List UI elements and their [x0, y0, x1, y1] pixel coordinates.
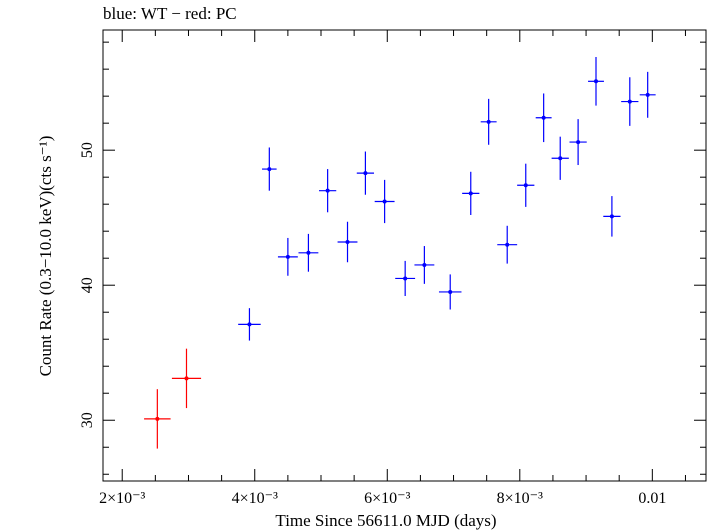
data-point — [462, 171, 480, 215]
data-marker — [403, 276, 408, 281]
data-points — [144, 57, 656, 449]
data-marker — [306, 250, 311, 255]
data-point — [535, 93, 552, 143]
y-tick-label: 40 — [79, 277, 96, 293]
data-marker — [645, 92, 650, 97]
data-marker — [523, 183, 528, 188]
data-point — [517, 163, 535, 207]
data-point — [414, 246, 435, 284]
data-marker — [486, 119, 491, 124]
data-marker — [594, 79, 599, 84]
data-point — [603, 196, 621, 237]
plot-frame — [102, 29, 707, 482]
data-marker — [285, 254, 290, 259]
data-marker — [363, 171, 368, 176]
x-tick-label: 0.01 — [638, 490, 666, 507]
data-marker — [541, 115, 546, 120]
data-point — [438, 274, 462, 310]
data-marker — [609, 214, 614, 219]
data-marker — [184, 376, 189, 381]
series-wt — [238, 57, 656, 341]
data-point — [551, 136, 569, 180]
y-axis-label: Count Rate (0.3−10.0 keV)(cts s⁻¹) — [36, 136, 55, 377]
data-point — [588, 57, 604, 106]
data-point — [337, 221, 358, 263]
data-point — [621, 77, 639, 126]
x-tick-label: 4×10⁻³ — [232, 490, 278, 507]
data-marker — [422, 262, 427, 267]
data-marker — [155, 416, 160, 421]
data-marker — [505, 242, 510, 247]
data-marker — [576, 140, 581, 145]
data-marker — [247, 322, 252, 327]
data-marker — [325, 188, 330, 193]
axis-tick-labels: 2×10⁻³ 4×10⁻³ 6×10⁻³ 8×10⁻³ 0.01 30 40 50 — [79, 142, 666, 507]
data-point — [639, 71, 656, 118]
data-point — [497, 225, 518, 264]
x-tick-label: 6×10⁻³ — [364, 490, 410, 507]
data-marker — [468, 191, 473, 196]
series-pc — [144, 348, 202, 449]
x-axis-label: Time Since 56611.0 MJD (days) — [275, 511, 496, 530]
data-point — [171, 348, 202, 409]
axis-ticks — [103, 30, 706, 481]
data-marker — [558, 156, 563, 161]
y-tick-label: 50 — [79, 142, 96, 158]
data-point — [319, 169, 337, 213]
data-point — [374, 179, 395, 224]
data-point — [238, 308, 261, 341]
data-point — [262, 147, 277, 191]
data-point — [298, 233, 319, 272]
data-point — [569, 119, 587, 166]
data-point — [480, 98, 497, 145]
data-marker — [627, 99, 632, 104]
data-marker — [382, 199, 387, 204]
data-marker — [267, 167, 272, 172]
data-point — [356, 151, 375, 195]
x-tick-label: 8×10⁻³ — [497, 490, 543, 507]
data-marker — [345, 239, 350, 244]
data-point — [144, 389, 171, 449]
chart-title: blue: WT − red: PC — [103, 4, 237, 23]
x-tick-label: 2×10⁻³ — [99, 490, 145, 507]
data-point — [277, 237, 298, 276]
data-marker — [448, 289, 453, 294]
data-point — [395, 260, 416, 297]
y-tick-label: 30 — [79, 412, 96, 428]
